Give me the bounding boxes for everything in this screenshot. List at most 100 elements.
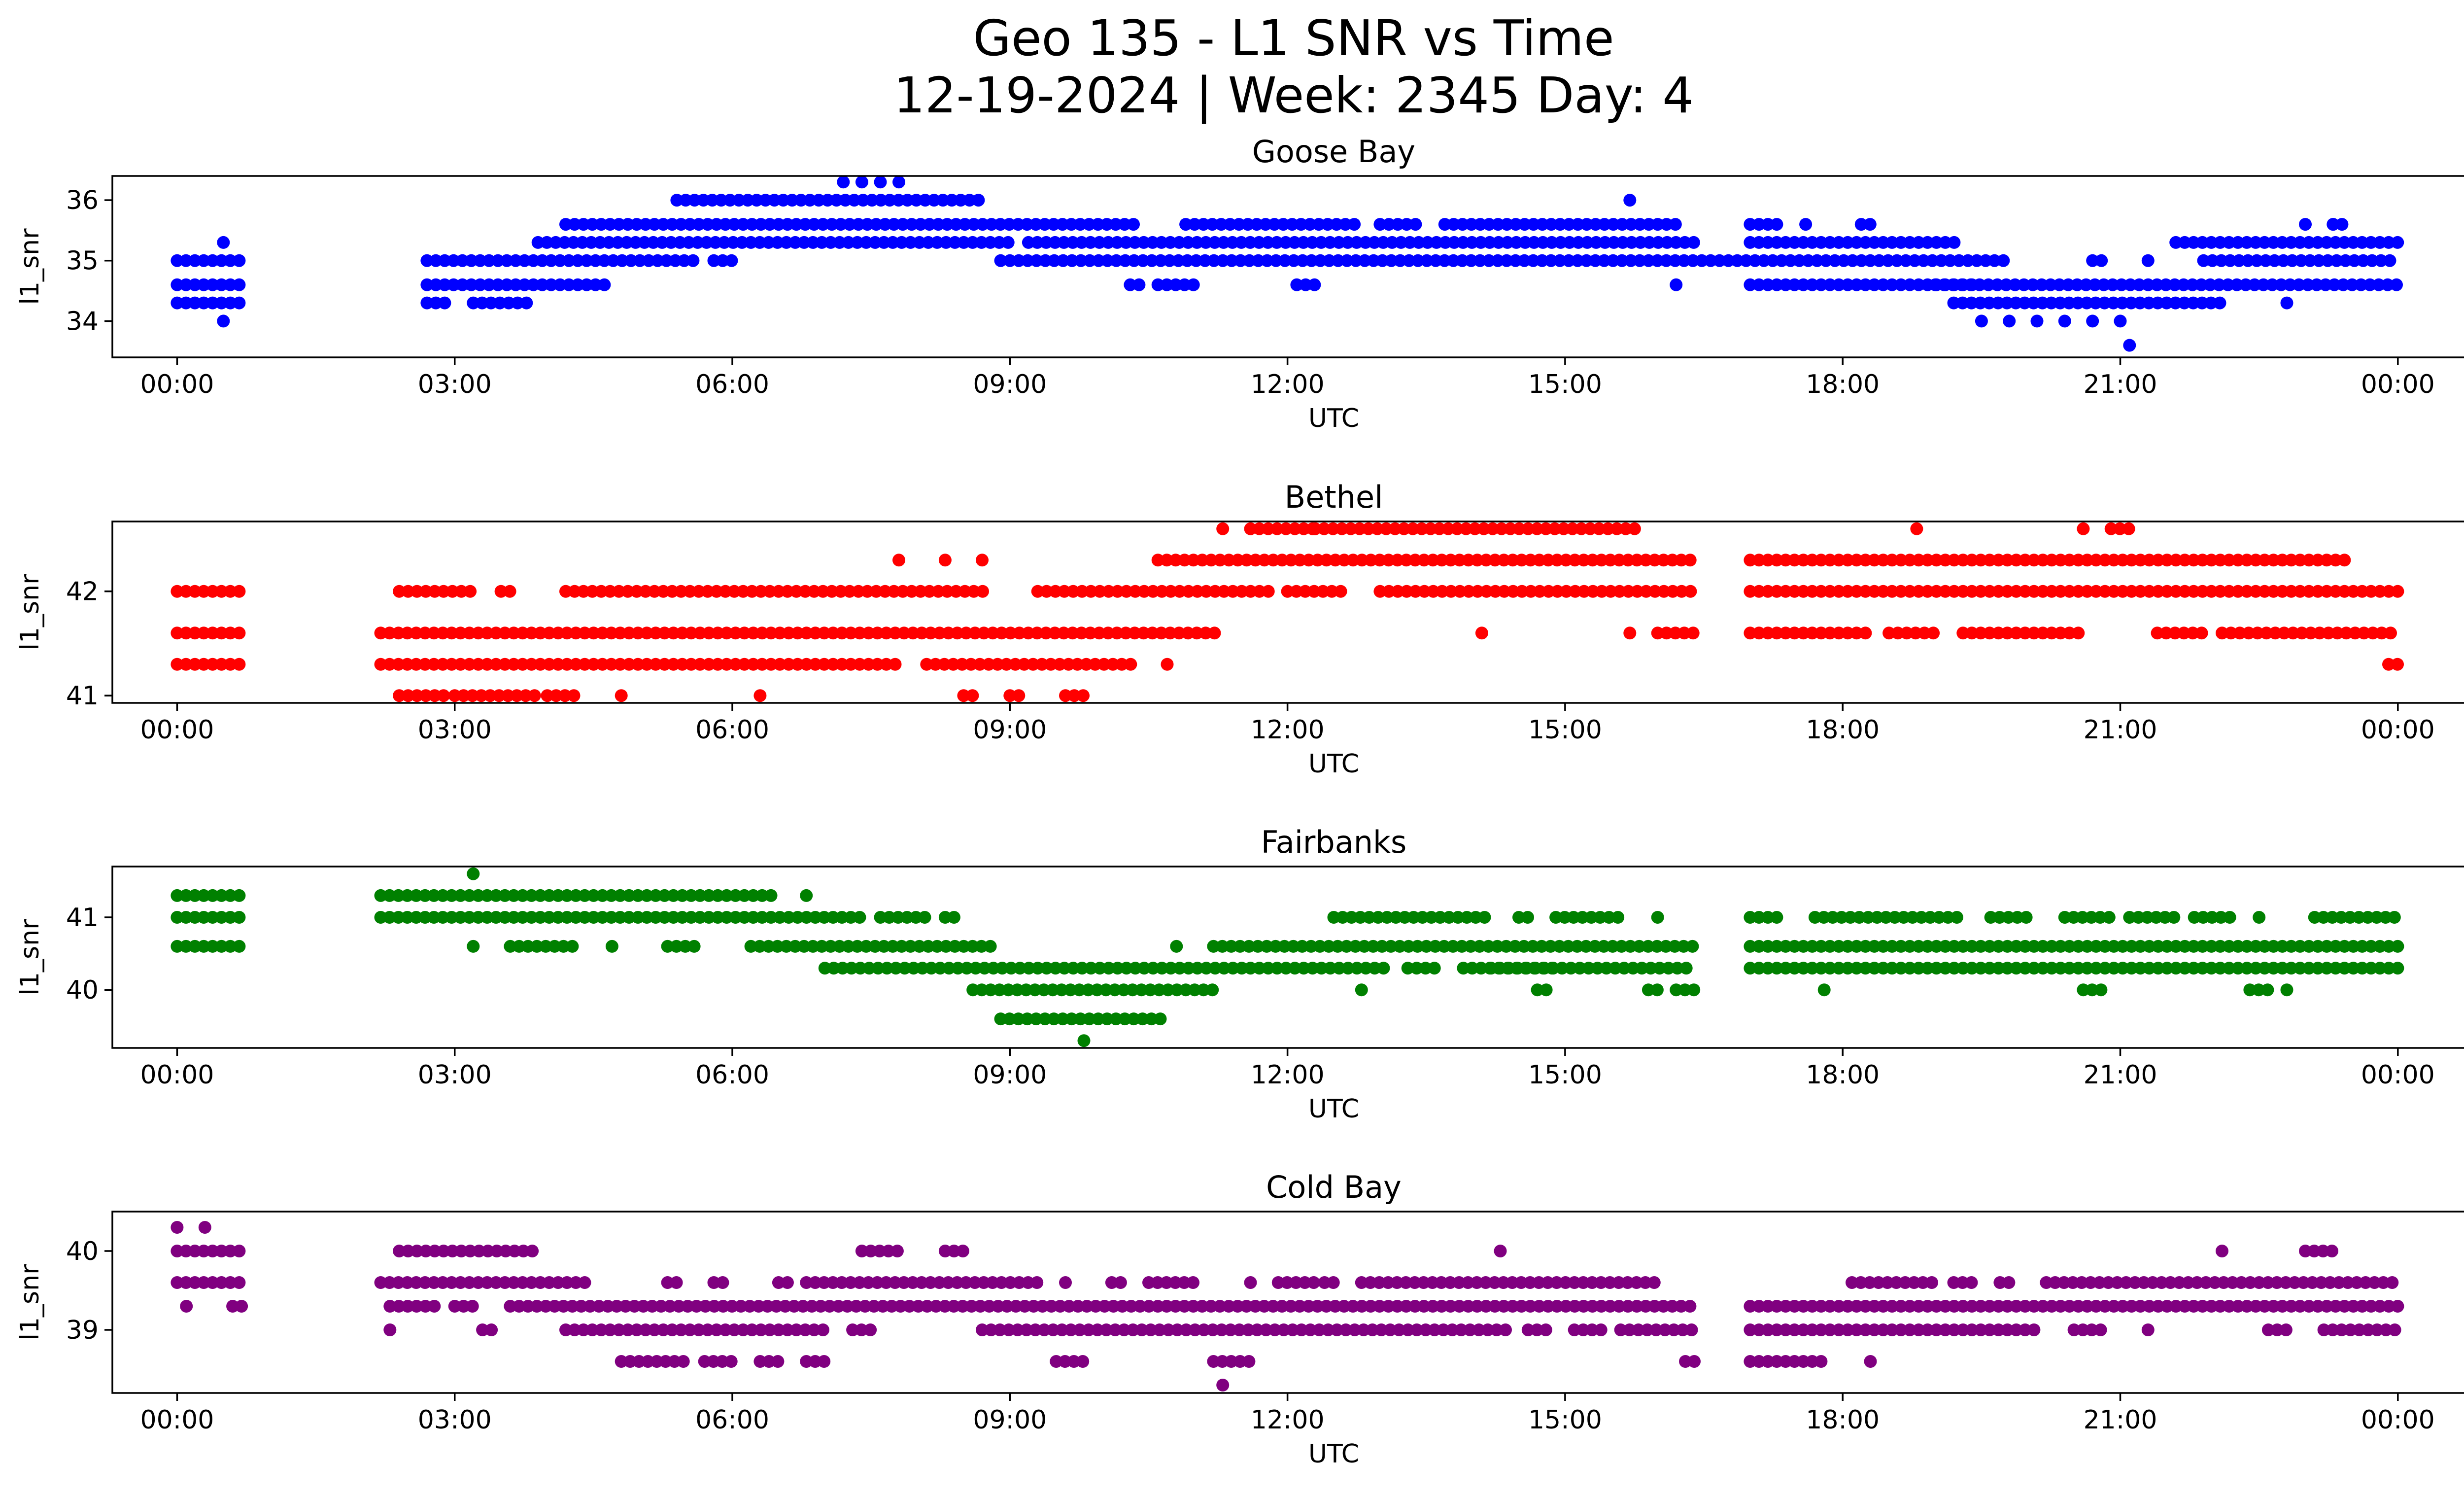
- data-point: [868, 236, 882, 249]
- data-point: [1321, 218, 1335, 231]
- data-point: [1093, 962, 1106, 975]
- data-point: [1819, 254, 1833, 267]
- data-point: [383, 1276, 396, 1289]
- data-point: [1464, 1323, 1476, 1336]
- data-point: [445, 658, 458, 671]
- data-point: [1331, 1323, 1343, 1336]
- data-point: [1155, 236, 1168, 249]
- data-point: [1854, 1276, 1867, 1289]
- data-point: [553, 278, 567, 291]
- data-point: [982, 658, 995, 671]
- data-point: [233, 939, 246, 953]
- data-point: [622, 889, 636, 902]
- data-point: [1908, 1276, 1920, 1289]
- data-point: [941, 218, 954, 231]
- data-point: [830, 194, 843, 207]
- data-point: [1030, 1276, 1044, 1289]
- data-point: [2224, 254, 2237, 267]
- data-point: [1658, 1323, 1672, 1336]
- data-point: [1823, 1300, 1837, 1313]
- data-point: [1287, 254, 1300, 267]
- data-point: [874, 175, 887, 189]
- data-point: [1288, 236, 1301, 249]
- data-point: [1983, 1300, 1996, 1313]
- data-point: [676, 889, 689, 902]
- data-point: [2084, 1276, 2097, 1289]
- data-point: [1823, 939, 1837, 953]
- data-point: [2317, 1323, 2330, 1336]
- data-point: [658, 658, 671, 671]
- data-point: [984, 983, 997, 997]
- data-point: [2285, 962, 2298, 975]
- data-point: [2086, 254, 2099, 267]
- data-point: [1040, 962, 1053, 975]
- data-point: [1059, 1355, 1072, 1368]
- data-point: [1204, 1300, 1218, 1313]
- data-point: [782, 658, 795, 671]
- data-point: [889, 962, 902, 975]
- data-point: [2045, 939, 2058, 953]
- data-point: [539, 939, 552, 953]
- y-axis-label: l1_snr: [15, 1264, 45, 1341]
- data-point: [1643, 236, 1656, 249]
- data-point: [2076, 1323, 2089, 1336]
- data-point: [2320, 236, 2333, 249]
- data-point: [1234, 254, 1247, 267]
- data-point: [507, 911, 520, 924]
- data-point: [516, 889, 529, 902]
- data-point: [1290, 585, 1303, 598]
- data-point: [2308, 911, 2321, 924]
- data-point: [1675, 1300, 1688, 1313]
- data-point: [1806, 236, 1819, 249]
- data-point: [1651, 218, 1664, 231]
- data-point: [851, 939, 864, 953]
- data-point: [1770, 911, 1783, 924]
- data-point: [1190, 236, 1203, 249]
- data-point: [2373, 962, 2387, 975]
- data-point: [755, 889, 769, 902]
- data-point: [844, 626, 857, 640]
- data-point: [1497, 554, 1510, 567]
- data-point: [693, 911, 707, 924]
- data-point: [1262, 585, 1275, 598]
- data-point: [833, 236, 846, 249]
- data-point: [984, 939, 997, 953]
- data-point: [922, 236, 935, 249]
- data-point: [1504, 522, 1517, 535]
- data-point: [1644, 962, 1657, 975]
- data-point: [910, 194, 923, 207]
- data-point: [445, 1276, 458, 1289]
- data-point: [2098, 296, 2111, 310]
- data-point: [1100, 1012, 1114, 1026]
- data-point: [206, 911, 219, 924]
- data-point: [494, 585, 508, 598]
- data-point: [1859, 939, 1872, 953]
- data-point: [1752, 962, 1766, 975]
- data-point: [2089, 554, 2103, 567]
- data-point: [1859, 278, 1872, 291]
- data-point: [215, 254, 228, 267]
- data-point: [2353, 1323, 2366, 1336]
- data-point: [1213, 1300, 1227, 1313]
- data-point: [1075, 626, 1088, 640]
- data-point: [1885, 1300, 1899, 1313]
- data-point: [711, 911, 724, 924]
- data-point: [764, 911, 778, 924]
- data-point: [1270, 522, 1284, 535]
- data-point: [1580, 236, 1594, 249]
- data-point: [1252, 254, 1265, 267]
- data-point: [2222, 278, 2234, 291]
- data-point: [2347, 962, 2360, 975]
- data-point: [2258, 236, 2271, 249]
- data-point: [648, 218, 661, 231]
- data-point: [2373, 1300, 2387, 1313]
- data-point: [2329, 1300, 2342, 1313]
- y-tick-label: 41: [66, 681, 99, 711]
- data-point: [2054, 1300, 2067, 1313]
- data-point: [427, 626, 441, 640]
- data-point: [799, 218, 812, 231]
- data-point: [855, 1323, 868, 1336]
- data-point: [1164, 962, 1177, 975]
- data-point: [463, 889, 476, 902]
- data-point: [2116, 939, 2129, 953]
